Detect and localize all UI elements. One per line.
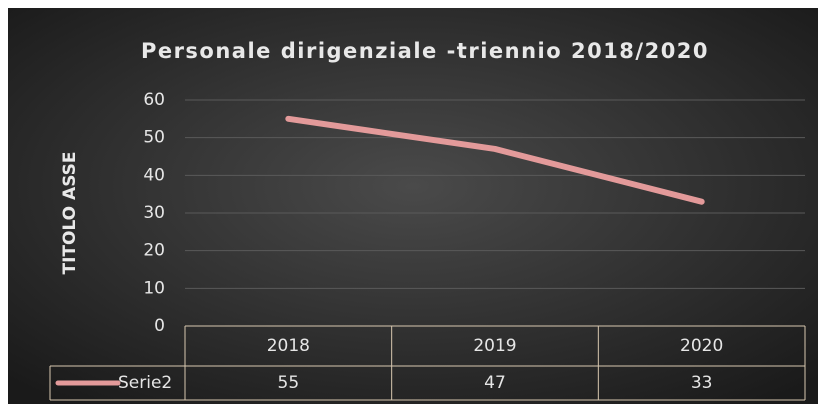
legend-label: Serie2 bbox=[118, 373, 172, 393]
y-tick-label: 0 bbox=[154, 316, 165, 336]
y-tick-label: 60 bbox=[143, 90, 165, 110]
y-tick-label: 30 bbox=[143, 203, 165, 223]
x-tick-label: 2019 bbox=[473, 336, 516, 356]
table-value: 33 bbox=[691, 373, 713, 393]
y-axis-label: TITOLO ASSE bbox=[60, 151, 80, 274]
table-value: 47 bbox=[484, 373, 506, 393]
y-tick-label: 40 bbox=[143, 165, 165, 185]
y-tick-label: 20 bbox=[143, 241, 165, 261]
x-tick-label: 2020 bbox=[680, 336, 723, 356]
x-tick-label: 2018 bbox=[267, 336, 310, 356]
chart-title: Personale dirigenziale -triennio 2018/20… bbox=[141, 39, 709, 63]
chart-background bbox=[8, 8, 818, 404]
y-tick-label: 50 bbox=[143, 128, 165, 148]
y-tick-label: 10 bbox=[143, 278, 165, 298]
series-line bbox=[285, 115, 705, 205]
table-value: 55 bbox=[278, 373, 300, 393]
